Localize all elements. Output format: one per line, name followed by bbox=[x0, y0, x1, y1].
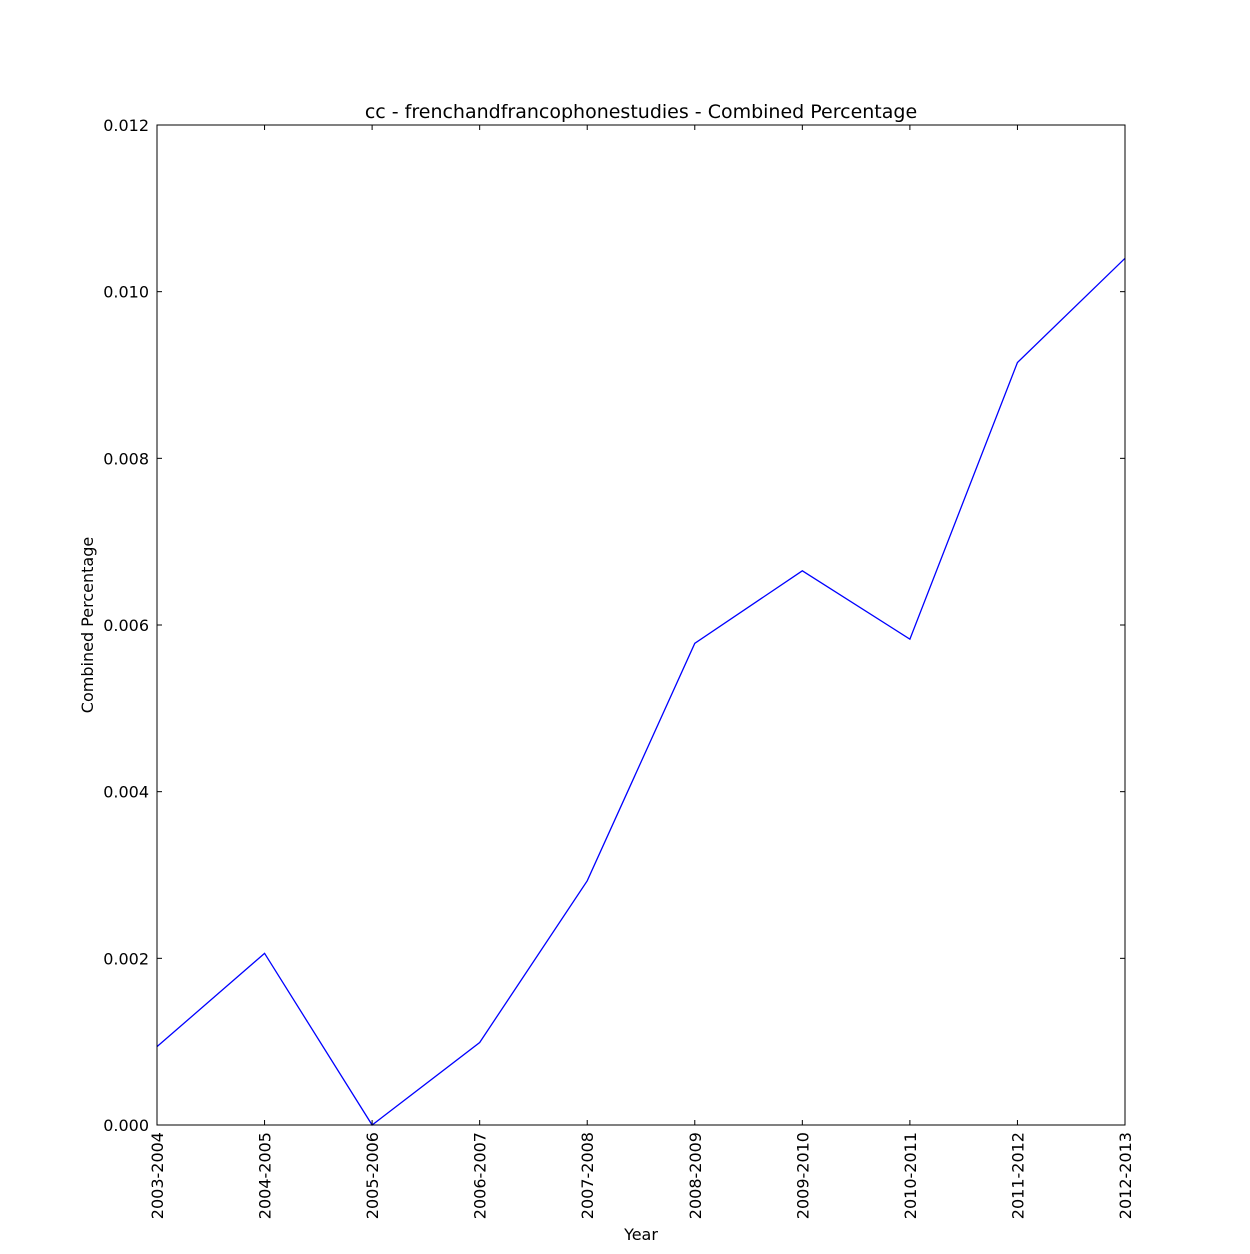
x-tick-label: 2003-2004 bbox=[148, 1132, 167, 1219]
x-tick-label: 2005-2006 bbox=[363, 1132, 382, 1219]
chart-title: cc - frenchandfrancophonestudies - Combi… bbox=[365, 101, 917, 123]
x-tick-label: 2004-2005 bbox=[256, 1132, 275, 1219]
x-tick-label: 2009-2010 bbox=[793, 1132, 812, 1219]
y-axis-label: Combined Percentage bbox=[78, 537, 97, 713]
plot-frame bbox=[156, 124, 1126, 1126]
x-tick-label: 2010-2011 bbox=[901, 1132, 920, 1219]
x-tick-label: 2011-2012 bbox=[1008, 1132, 1027, 1219]
x-tick-label: 2007-2008 bbox=[578, 1132, 597, 1219]
y-tick-label: 0.006 bbox=[103, 616, 149, 635]
x-tick-label: 2008-2009 bbox=[686, 1132, 705, 1219]
x-tick-label: 2006-2007 bbox=[471, 1132, 490, 1219]
y-tick-label: 0.010 bbox=[103, 283, 149, 302]
y-tick-label: 0.004 bbox=[103, 783, 149, 802]
x-tick-label: 2012-2013 bbox=[1116, 1132, 1135, 1219]
y-tick-label: 0.012 bbox=[103, 116, 149, 135]
y-tick-label: 0.002 bbox=[103, 949, 149, 968]
x-axis-label: Year bbox=[623, 1225, 658, 1244]
series-line-0 bbox=[156, 257, 1126, 1126]
y-tick-label: 0.008 bbox=[103, 449, 149, 468]
y-tick-label: 0.000 bbox=[103, 1116, 149, 1135]
